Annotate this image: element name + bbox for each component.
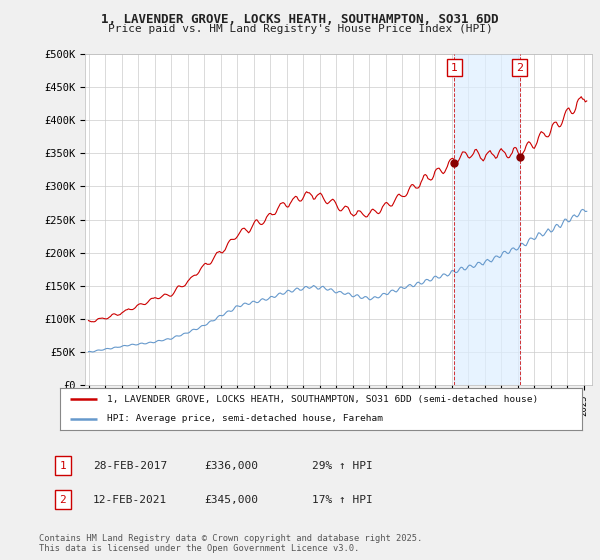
Text: 17% ↑ HPI: 17% ↑ HPI	[312, 494, 373, 505]
Text: £336,000: £336,000	[204, 461, 258, 471]
Text: 28-FEB-2017: 28-FEB-2017	[93, 461, 167, 471]
Text: 1, LAVENDER GROVE, LOCKS HEATH, SOUTHAMPTON, SO31 6DD: 1, LAVENDER GROVE, LOCKS HEATH, SOUTHAMP…	[101, 13, 499, 26]
Text: 1: 1	[451, 63, 458, 73]
Text: £345,000: £345,000	[204, 494, 258, 505]
Text: 1: 1	[59, 461, 67, 471]
Text: HPI: Average price, semi-detached house, Fareham: HPI: Average price, semi-detached house,…	[107, 414, 383, 423]
Text: 2: 2	[517, 63, 523, 73]
Text: 2: 2	[59, 494, 67, 505]
Text: 1, LAVENDER GROVE, LOCKS HEATH, SOUTHAMPTON, SO31 6DD (semi-detached house): 1, LAVENDER GROVE, LOCKS HEATH, SOUTHAMP…	[107, 395, 538, 404]
Text: Contains HM Land Registry data © Crown copyright and database right 2025.
This d: Contains HM Land Registry data © Crown c…	[39, 534, 422, 553]
Bar	[454, 54, 520, 385]
Text: Price paid vs. HM Land Registry's House Price Index (HPI): Price paid vs. HM Land Registry's House …	[107, 24, 493, 34]
Text: 29% ↑ HPI: 29% ↑ HPI	[312, 461, 373, 471]
Text: 12-FEB-2021: 12-FEB-2021	[93, 494, 167, 505]
